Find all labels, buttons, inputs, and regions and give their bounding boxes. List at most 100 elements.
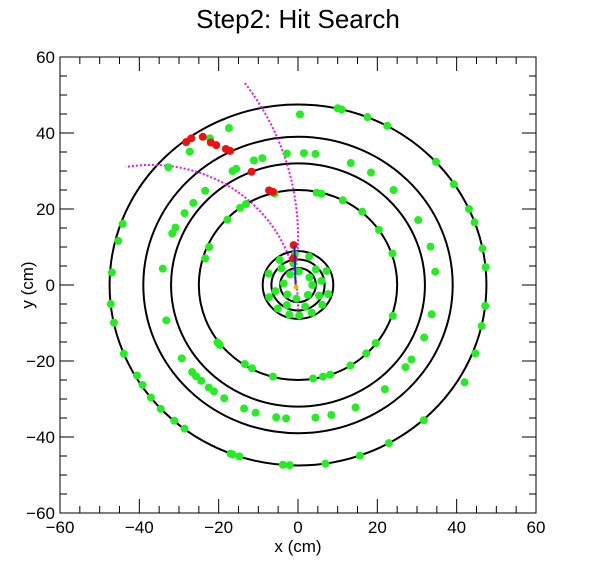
- hit-point-23: [355, 451, 364, 460]
- hit-point-45: [158, 264, 167, 273]
- hit-point-4: [164, 163, 173, 172]
- hit-point-92: [371, 339, 380, 348]
- hit-point-66: [431, 267, 440, 276]
- hit-point-115: [271, 287, 280, 296]
- chart-title: Step2: Hit Search: [196, 4, 400, 34]
- hit-point-104: [286, 270, 295, 279]
- hit-point-87: [309, 374, 318, 383]
- hit-point-21: [285, 461, 294, 470]
- hit-point-97: [338, 196, 347, 205]
- hit-point-125: [265, 293, 274, 302]
- hit-point-76: [249, 156, 258, 165]
- hit-point-105: [305, 273, 314, 282]
- hit-point-83: [215, 341, 224, 350]
- hit-point-49: [192, 372, 201, 381]
- selected-hit-point-11: [182, 138, 191, 147]
- hit-point-84: [240, 360, 249, 369]
- x-tick-label-0: −60: [46, 518, 75, 537]
- hit-point-47: [177, 354, 186, 363]
- detector-circle-outer-layer-2: [170, 162, 426, 408]
- y-tick-label-0: −60: [26, 504, 55, 523]
- hit-point-5: [118, 219, 127, 228]
- hit-point-18: [228, 450, 237, 459]
- selected-hit-point-8: [206, 138, 215, 147]
- hit-point-69: [389, 186, 398, 194]
- detector-circles: [108, 103, 488, 467]
- hit-point-122: [322, 266, 331, 275]
- hit-point-126: [318, 300, 327, 309]
- hit-point-73: [299, 149, 308, 158]
- hit-point-113: [311, 265, 320, 274]
- hit-point-95: [374, 225, 383, 234]
- hit-point-35: [432, 157, 441, 166]
- hit-point-56: [272, 413, 281, 422]
- hit-point-59: [327, 410, 336, 419]
- hit-point-30: [481, 263, 490, 272]
- hit-point-3: [185, 147, 194, 156]
- hit-point-40: [201, 186, 210, 195]
- hit-point-102: [236, 203, 245, 212]
- hit-points: [106, 104, 490, 470]
- y-tick-label-1: −40: [26, 428, 55, 447]
- hit-point-28: [477, 322, 486, 331]
- hit-point-52: [209, 387, 218, 396]
- hit-point-70: [366, 168, 375, 177]
- hit-point-79: [223, 215, 232, 224]
- x-tick-label-2: −20: [204, 518, 233, 537]
- hit-point-91: [362, 349, 371, 358]
- hit-point-53: [220, 394, 229, 403]
- detector-circle-outer-layer-3: [142, 135, 454, 435]
- vertex-layer: [293, 245, 299, 290]
- hit-point-44: [168, 229, 177, 238]
- detector-circle-outer-layer-1: [197, 189, 399, 381]
- hit-point-107: [308, 281, 317, 289]
- hit-point-90: [346, 361, 355, 370]
- hit-point-99: [312, 188, 321, 197]
- hit-point-57: [282, 414, 291, 423]
- hit-point-72: [311, 149, 320, 158]
- hit-point-101: [242, 200, 251, 209]
- hit-point-78: [228, 167, 237, 175]
- hit-point-117: [282, 301, 291, 310]
- hit-point-74: [282, 149, 291, 158]
- selected-hit-points: [182, 132, 298, 263]
- y-tick-label-6: 60: [36, 48, 55, 67]
- hit-point-25: [419, 416, 428, 425]
- hit-point-31: [478, 244, 487, 253]
- hit-point-120: [305, 252, 314, 261]
- plot-frame: [59, 56, 537, 514]
- hit-point-10: [119, 349, 128, 358]
- hit-point-33: [464, 205, 473, 213]
- hit-point-80: [205, 243, 214, 251]
- y-axis-title: y (cm): [18, 261, 37, 308]
- hit-point-96: [358, 207, 367, 216]
- hit-point-20: [278, 460, 287, 469]
- hit-point-6: [114, 236, 123, 245]
- hit-point-65: [427, 310, 436, 319]
- y-tick-label-3: 0: [46, 276, 55, 295]
- hit-point-46: [162, 316, 171, 325]
- hit-point-36: [383, 121, 392, 130]
- x-tick-label-4: 20: [368, 518, 387, 537]
- hit-point-108: [283, 290, 292, 299]
- detector-circle-outer-layer-4: [108, 103, 488, 467]
- x-axis-title: x (cm): [274, 537, 321, 556]
- hit-point-67: [426, 242, 435, 251]
- hit-point-60: [351, 403, 360, 412]
- vertex-point: [293, 284, 299, 290]
- hit-point-42: [180, 209, 189, 218]
- hit-point-50: [197, 376, 206, 385]
- hit-point-58: [311, 413, 320, 422]
- hit-point-71: [346, 159, 355, 168]
- hit-point-129: [295, 311, 304, 320]
- hit-point-1: [224, 124, 233, 133]
- x-tick-label-5: 40: [447, 518, 466, 537]
- hit-point-61: [380, 385, 389, 394]
- hit-point-27: [471, 349, 480, 358]
- hit-point-116: [315, 291, 324, 300]
- hit-point-103: [294, 267, 303, 276]
- hit-point-109: [303, 290, 312, 299]
- hit-point-130: [307, 308, 316, 317]
